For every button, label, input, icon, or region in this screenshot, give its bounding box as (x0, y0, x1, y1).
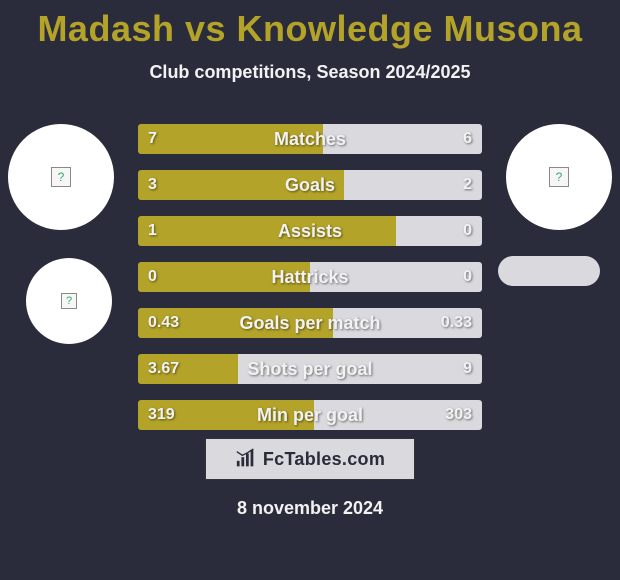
stat-bar-label: Min per goal (138, 400, 482, 430)
stat-bar: 3.679Shots per goal (138, 354, 482, 384)
stat-bar: 76Matches (138, 124, 482, 154)
stat-bar-label: Matches (138, 124, 482, 154)
stat-bar-label: Hattricks (138, 262, 482, 292)
image-placeholder-icon: ? (549, 167, 569, 187)
page-title: Madash vs Knowledge Musona (0, 0, 620, 50)
image-placeholder-icon: ? (51, 167, 71, 187)
stat-bar: 10Assists (138, 216, 482, 246)
player-avatar-right: ? (506, 124, 612, 230)
stat-bar: 32Goals (138, 170, 482, 200)
team-badge-right (498, 256, 600, 286)
stat-bar-label: Shots per goal (138, 354, 482, 384)
brand-box: FcTables.com (205, 438, 415, 480)
image-placeholder-icon: ? (61, 293, 77, 309)
stat-bar: 319303Min per goal (138, 400, 482, 430)
stat-bar-label: Assists (138, 216, 482, 246)
player-avatar-left: ? (8, 124, 114, 230)
title-player-right: Knowledge Musona (237, 8, 583, 49)
stat-bar-label: Goals per match (138, 308, 482, 338)
date: 8 november 2024 (0, 498, 620, 519)
stat-bars: 76Matches 32Goals 10Assists 00Hattricks 0.43… (138, 124, 482, 446)
stat-bar: 0.430.33Goals per match (138, 308, 482, 338)
title-player-left: Madash (37, 8, 174, 49)
stats-card: Madash vs Knowledge Musona Club competit… (0, 0, 620, 580)
title-vs: vs (174, 8, 236, 49)
stat-bar: 00Hattricks (138, 262, 482, 292)
subtitle: Club competitions, Season 2024/2025 (0, 50, 620, 83)
brand-text: FcTables.com (263, 449, 385, 470)
stat-bar-label: Goals (138, 170, 482, 200)
chart-bars-icon (235, 448, 257, 470)
team-badge-left: ? (26, 258, 112, 344)
